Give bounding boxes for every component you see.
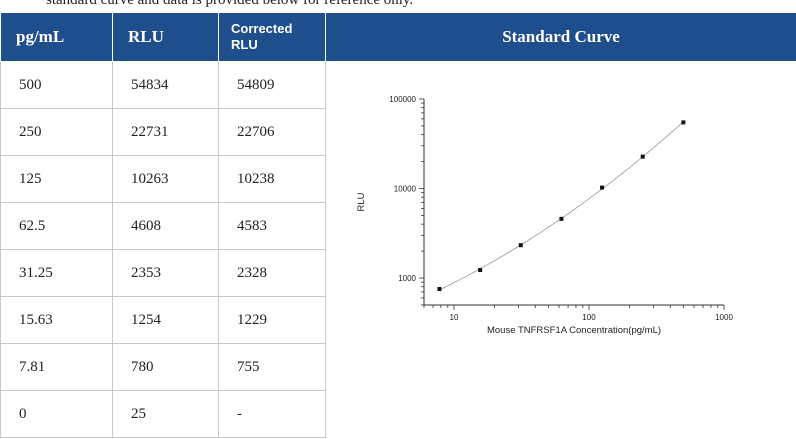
header-corrected-rlu: Corrected RLU [218,12,326,62]
cell-concentration: 31.25 [0,249,113,297]
cell-concentration: 0 [0,390,113,438]
standard-curve-table: pg/mL RLU Corrected RLU Standard Curve 50… [0,12,796,438]
table-row: 15.63 1254 1229 [0,296,796,344]
y-axis-label: RLU [356,192,367,211]
cell-rlu: 4608 [112,202,219,250]
table-row: 500 54834 54809 10 100 1000 1000 10000 100000 Mou… [0,61,796,336]
table-row: 0 25- [0,390,796,438]
table-header-row: pg/mL RLU Corrected RLU Standard Curve [0,12,796,62]
cell-rlu: 25 [112,390,219,438]
cell-concentration: 125 [0,155,113,203]
data-point [559,216,564,221]
cell-corrected-rlu: 22706 [218,108,326,156]
header-standard-curve: Standard Curve [325,12,796,62]
cell-rlu: 10263 [112,155,219,203]
y-tick-label: 100000 [389,95,416,104]
table-row: 31.25 2353 2328 [0,249,796,297]
data-point [437,286,442,291]
cell-rlu: 54834 [112,61,219,109]
cell-concentration: 500 [0,61,113,109]
x-tick-label: 1000 [715,313,733,322]
header-corrected-line-1: Corrected [231,21,293,36]
cell-rlu: 1254 [112,296,219,344]
header-concentration: pg/mL [0,12,113,62]
table-row: 125 10263 10238 [0,155,796,203]
x-tick-label: 10 [450,313,459,322]
cell-corrected-rlu: 755 [218,343,326,391]
cell-corrected-rlu: 10238 [218,155,326,203]
standard-curve-chart: 10 100 1000 1000 10000 100000 Mouse TNFRSF1A C… [356,95,733,336]
cell-rlu: 2353 [112,249,219,297]
header-rlu: RLU [112,12,219,62]
intro-text: standard curve and data is provided belo… [46,0,414,8]
cell-corrected-rlu: 2328 [218,249,326,297]
cell-corrected-rlu: 54809 [218,61,326,109]
fit-curve [439,121,684,291]
table-row: 250 22731 22706 [0,108,796,156]
cell-concentration: 250 [0,108,113,156]
cell-rlu: 780 [112,343,219,391]
data-point [518,243,523,248]
data-point [681,120,686,125]
cell-corrected-rlu: - [218,390,326,438]
y-tick-label: 1000 [398,274,416,283]
y-tick-label: 10000 [394,185,417,194]
data-point [600,185,605,190]
data-point [640,154,645,159]
data-point [478,268,483,273]
cell-concentration: 7.81 [0,343,113,391]
header-corrected-line-2: RLU [231,37,258,52]
cell-corrected-rlu: 1229 [218,296,326,344]
table-row: 7.81 780 755 [0,343,796,391]
cell-corrected-rlu: 4583 [218,202,326,250]
x-axis-label: Mouse TNFRSF1A Concentration(pg/mL) [487,325,661,336]
cell-concentration: 62.5 [0,202,113,250]
chart-cell: 10 100 1000 1000 10000 100000 Mouse TNFRSF1A C… [326,62,796,438]
cell-rlu: 22731 [112,108,219,156]
cell-concentration: 15.63 [0,296,113,344]
x-tick-label: 100 [582,313,596,322]
table-row: 62.5 4608 4583 [0,202,796,250]
